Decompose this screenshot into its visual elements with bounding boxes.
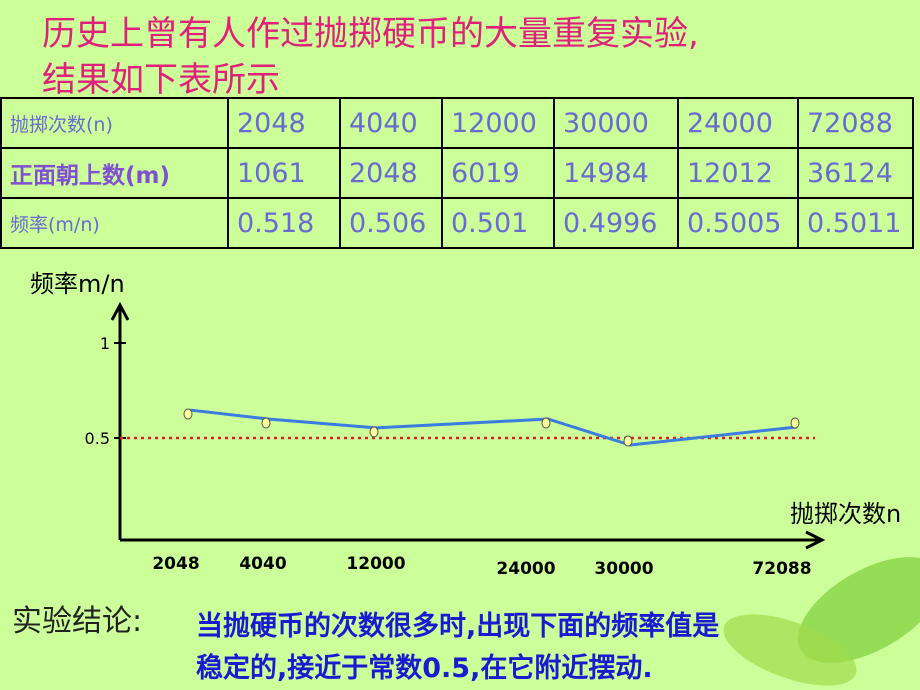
conclusion-text: 当抛硬币的次数很多时,出现下面的频率值是	[196, 611, 720, 642]
table-cell: 4040	[339, 97, 443, 149]
table-row: 抛掷次数(n) 2048 4040 12000 30000 24000 72088	[0, 97, 914, 149]
data-table: 抛掷次数(n) 2048 4040 12000 30000 24000 72088 正面朝上数…	[0, 97, 914, 249]
table-cell: 14984	[553, 147, 679, 199]
table-cell: 0.501	[441, 197, 555, 249]
data-point	[261, 417, 271, 429]
data-line	[189, 408, 798, 447]
data-point	[183, 408, 193, 420]
table-cell: 0.518	[227, 197, 341, 249]
data-point	[541, 417, 551, 429]
x-tick-label: 12000	[346, 554, 405, 574]
conclusion-label: 实验结论:	[12, 604, 143, 639]
table-cell: 12012	[677, 147, 799, 199]
x-tick-label: 4040	[239, 554, 286, 574]
y-arrow	[110, 301, 130, 321]
row-header: 抛掷次数(n)	[0, 97, 229, 149]
table-cell: 6019	[441, 147, 555, 199]
row-header: 频率(m/n)	[0, 197, 229, 249]
table-cell: 0.5005	[677, 197, 799, 249]
row-header: 正面朝上数(m)	[0, 147, 229, 199]
y-axis-label: 频率m/n	[30, 270, 125, 298]
leaf	[723, 614, 857, 686]
x-axis-label: 抛掷次数n	[790, 500, 901, 528]
y-tick-label: 1	[100, 334, 110, 353]
x-tick-label: 2048	[152, 554, 199, 574]
x-tick-label: 30000	[594, 559, 653, 579]
table-cell: 0.4996	[553, 197, 679, 249]
x-tick-label: 24000	[496, 559, 555, 579]
table-cell: 24000	[677, 97, 799, 149]
table-cell: 1061	[227, 147, 341, 199]
table-cell: 0.506	[339, 197, 443, 249]
table-cell: 30000	[553, 97, 679, 149]
conclusion-text: 稳定的,接近于常数0.5,在它附近摆动.	[196, 653, 653, 684]
table-cell: 12000	[441, 97, 555, 149]
table-cell: 36124	[797, 147, 914, 199]
x-tick-label: 72088	[752, 559, 811, 579]
table-cell: 2048	[227, 97, 341, 149]
table-row: 频率(m/n) 0.518 0.506 0.501 0.4996 0.5005 0.5011	[0, 197, 914, 249]
leaf	[797, 557, 920, 663]
table-cell: 0.5011	[797, 197, 914, 249]
x-arrow	[805, 530, 826, 550]
title-line: 历史上曾有人作过抛掷硬币的大量重复实验,	[42, 14, 699, 54]
title-line: 结果如下表所示	[42, 60, 280, 100]
table-row: 正面朝上数(m) 1061 2048 6019 14984 12012 36124	[0, 147, 914, 199]
table-cell: 2048	[339, 147, 443, 199]
data-point	[369, 426, 379, 438]
data-point	[623, 435, 633, 447]
table-cell: 72088	[797, 97, 914, 149]
data-point	[790, 417, 800, 429]
y-tick-label: 0.5	[85, 429, 110, 448]
